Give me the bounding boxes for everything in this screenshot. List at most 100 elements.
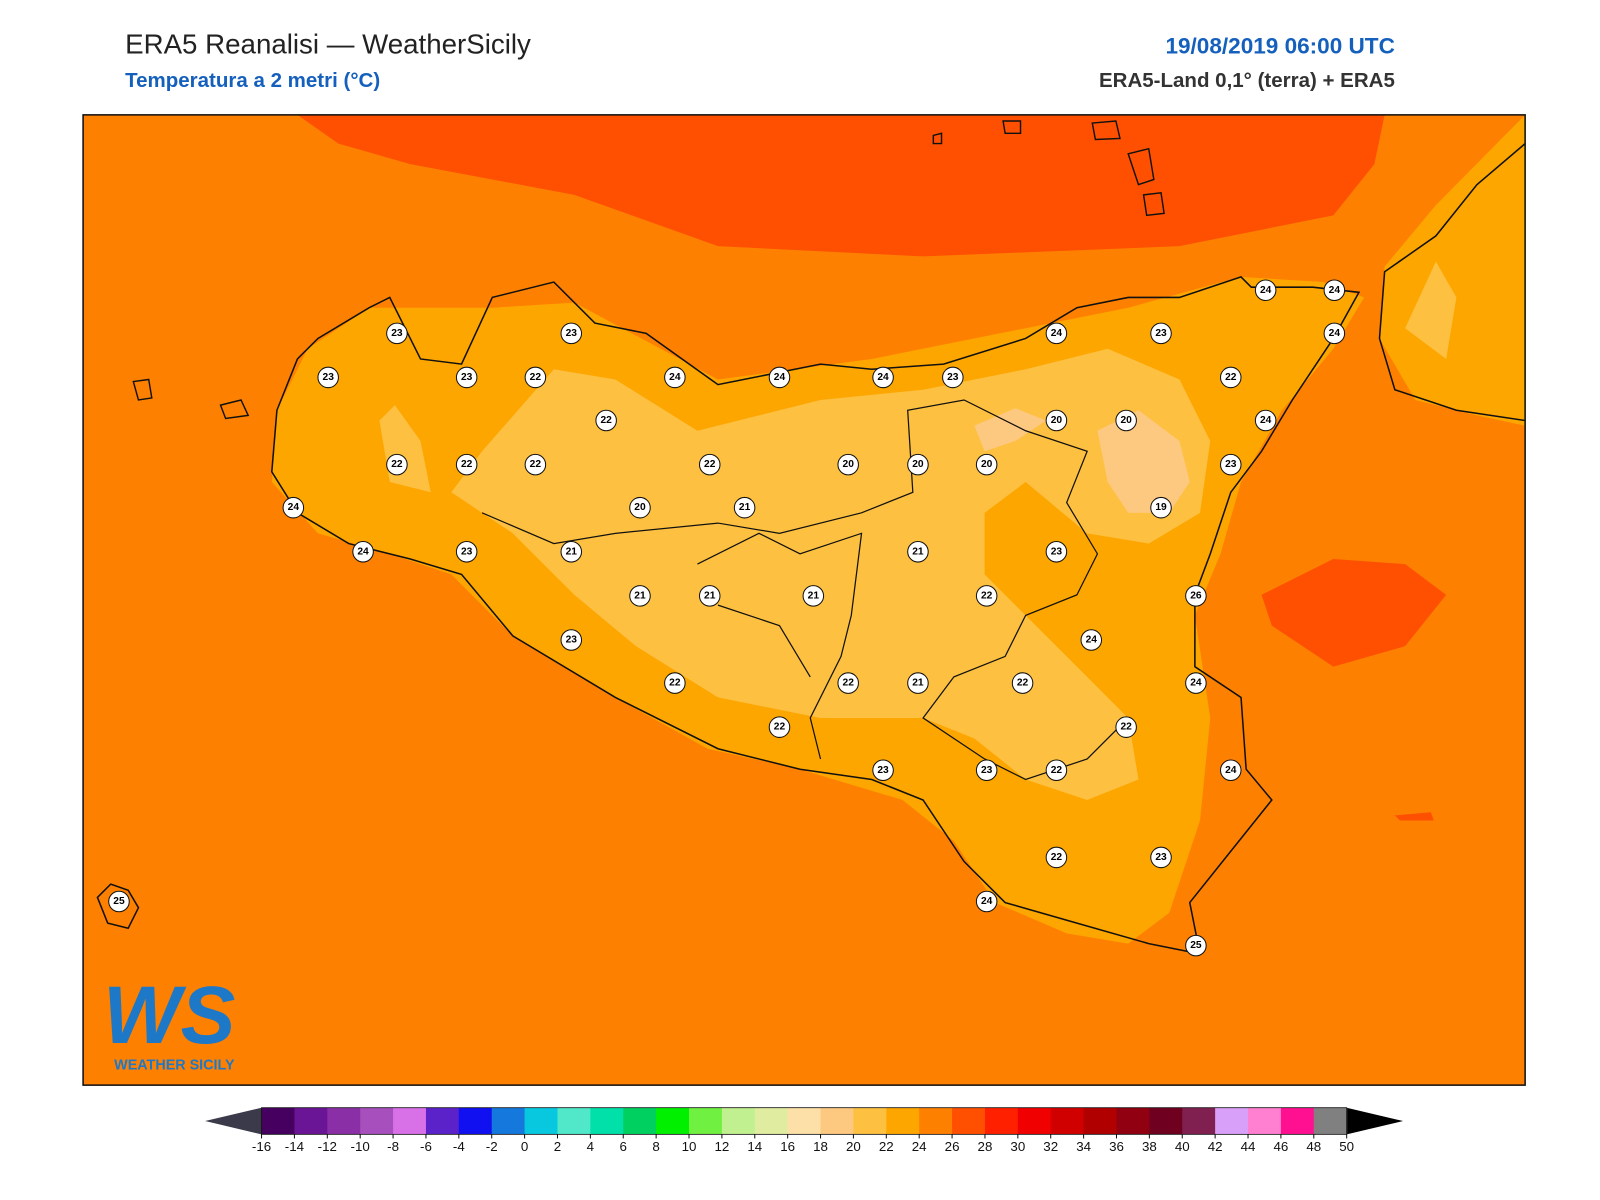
station-marker [907, 672, 929, 694]
colorbar-label: 48 [1306, 1139, 1321, 1154]
station-value: 24 [288, 502, 300, 513]
colorbar-segment [656, 1107, 690, 1135]
station-value: 23 [947, 372, 959, 383]
station-value: 26 [1190, 590, 1202, 601]
colorbar-label: 4 [587, 1139, 595, 1154]
colorbar-segment [919, 1107, 953, 1135]
province-border [481, 399, 1129, 781]
station-value: 21 [912, 546, 924, 557]
colorbar-segment [1182, 1107, 1216, 1135]
station-value: 24 [669, 372, 681, 383]
station-value: 21 [739, 502, 751, 513]
contour-18 [974, 408, 1047, 452]
colorbar-segment [557, 1107, 591, 1135]
colorbar-label: 24 [912, 1139, 927, 1154]
colorbar-segment [754, 1107, 789, 1135]
station-value: 22 [843, 678, 855, 689]
colorbar-label: 16 [780, 1139, 795, 1154]
subtitle: Temperatura a 2 metri (°C) [125, 69, 380, 92]
colorbar-segment [294, 1107, 328, 1135]
colorbar-label: 50 [1339, 1139, 1354, 1154]
colorbar-label: 22 [879, 1139, 894, 1154]
colorbar-segment [952, 1107, 986, 1135]
station-marker [629, 496, 651, 519]
colorbar-frame [261, 1107, 1348, 1135]
station-marker [1220, 759, 1242, 782]
colorbar-segment [1083, 1107, 1118, 1135]
warm-area [1261, 558, 1447, 667]
station-value: 22 [1051, 852, 1063, 863]
station-marker [108, 890, 130, 913]
station-marker [282, 496, 305, 519]
station-value: 22 [981, 590, 993, 601]
colorbar-segment [820, 1107, 854, 1135]
colorbar-label: 42 [1208, 1139, 1223, 1154]
colorbar-label: 36 [1109, 1139, 1124, 1154]
colorbar-label: 32 [1043, 1139, 1058, 1154]
station-marker [837, 453, 859, 476]
colorbar-label: 10 [682, 1139, 697, 1154]
station-marker [975, 890, 998, 913]
station-marker [1045, 409, 1068, 432]
station-marker [664, 366, 686, 389]
station-value: 24 [357, 546, 369, 557]
station-value: 22 [530, 372, 542, 383]
station-value: 22 [1225, 372, 1237, 383]
warm-area [1394, 812, 1434, 821]
colorbar-segment [393, 1107, 427, 1135]
colorbar-label: -2 [486, 1139, 498, 1154]
colorbar-label: 40 [1175, 1139, 1190, 1154]
station-marker [1045, 846, 1068, 869]
station-marker [386, 453, 408, 476]
colorbar-segment [853, 1107, 887, 1135]
station-marker [524, 366, 547, 389]
station-value: 23 [1155, 328, 1167, 339]
station-marker [455, 366, 478, 389]
colorbar-label: 28 [978, 1139, 993, 1154]
station-value: 22 [1120, 722, 1132, 733]
station-value: 20 [843, 459, 855, 470]
station-value: 22 [669, 678, 681, 689]
colorbar-label: -10 [351, 1139, 370, 1154]
colorbar-segment [721, 1107, 756, 1135]
colorbar-segment [689, 1107, 723, 1135]
station-marker [768, 366, 791, 389]
station-value: 24 [981, 896, 993, 907]
colorbar-label: 26 [945, 1139, 960, 1154]
colorbar-label: 46 [1273, 1139, 1288, 1154]
station-marker [768, 716, 791, 738]
colorbar-segment [1050, 1107, 1085, 1135]
colorbar-segment [360, 1107, 394, 1135]
station-value: 24 [1086, 635, 1098, 646]
station-value: 24 [1051, 328, 1063, 339]
colorbar-label: -14 [285, 1139, 305, 1154]
station-value: 23 [461, 372, 473, 383]
station-value: 24 [1329, 285, 1341, 296]
station-value: 23 [566, 635, 578, 646]
colorbar-segment [787, 1107, 822, 1135]
colorbar-label: 38 [1142, 1139, 1157, 1154]
colorbar-label: 20 [846, 1139, 861, 1154]
station-value: 19 [1155, 502, 1167, 513]
colorbar-label: 0 [521, 1139, 528, 1154]
contour-22 [1379, 114, 1526, 426]
colorbar-under [205, 1107, 262, 1135]
station-value: 24 [1329, 328, 1341, 339]
colorbar-segment [1149, 1107, 1183, 1135]
colorbar-segment [984, 1107, 1019, 1135]
station-value: 23 [323, 372, 335, 383]
map-frame [82, 114, 1526, 1086]
station-marker [698, 453, 721, 476]
colorbar-label: 44 [1241, 1139, 1256, 1154]
station-marker [1045, 541, 1068, 563]
station-marker [907, 541, 929, 563]
colorbar-label: 14 [747, 1139, 762, 1154]
station-marker [1185, 585, 1207, 607]
station-marker [455, 453, 478, 476]
station-marker [386, 322, 408, 345]
station-value: 20 [912, 459, 924, 470]
colorbar-segment [425, 1107, 460, 1135]
station-value: 22 [600, 415, 612, 426]
title: ERA5 Reanalisi — WeatherSicily [125, 28, 531, 59]
station-value: 24 [774, 372, 786, 383]
